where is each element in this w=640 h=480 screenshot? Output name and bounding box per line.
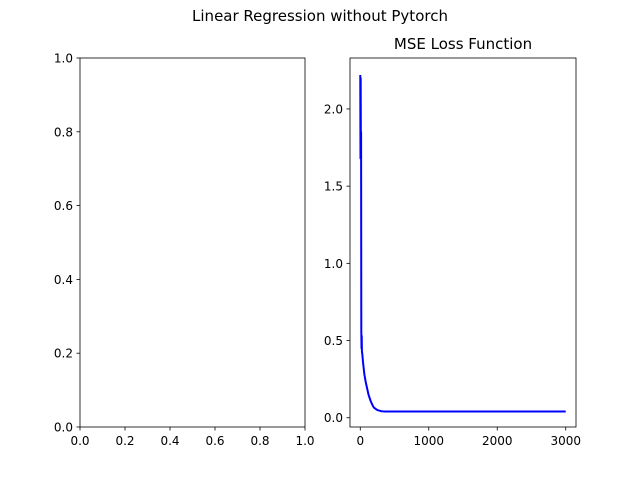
x-tick-label: 0.0 [70, 434, 89, 448]
x-tick-label: 1.0 [295, 434, 314, 448]
y-tick-label: 1.0 [324, 257, 343, 271]
y-tick-label: 1.0 [54, 52, 73, 66]
y-tick-label: 0.0 [324, 411, 343, 425]
left-axes: 0.0 0.2 0.4 0.6 0.8 1.0 0.0 0.2 0.4 0.6 0.8 1.0 [54, 52, 315, 449]
y-tick-label: 0.6 [54, 199, 73, 213]
y-tick-label: 0.8 [54, 125, 73, 139]
x-tick-label: 0 [356, 434, 364, 448]
loss-axes: 0 1000 2000 3000 0.0 0.5 1.0 1.5 2.0 MSE Loss Fun… [324, 35, 581, 448]
axes-title: MSE Loss Function [394, 35, 532, 53]
y-tick-label: 1.5 [324, 180, 343, 194]
x-tick-label: 2000 [482, 434, 513, 448]
y-tick-label: 0.2 [54, 347, 73, 361]
figure-title: Linear Regression without Pytorch [192, 7, 448, 25]
x-tick-label: 0.8 [250, 434, 269, 448]
loss-curve-series-0 [359, 74, 566, 413]
y-tick-label: 0.5 [324, 334, 343, 348]
x-tick-label: 1000 [413, 434, 444, 448]
x-tick-label: 0.2 [115, 434, 134, 448]
y-tick-label: 0.0 [54, 421, 73, 435]
axes-frame [349, 57, 577, 428]
y-tick-label: 0.4 [54, 273, 73, 287]
y-tick-label: 2.0 [324, 102, 343, 116]
axes-frame [79, 57, 306, 428]
x-tick-label: 0.4 [160, 434, 179, 448]
x-tick-label: 3000 [550, 434, 581, 448]
x-tick-label: 0.6 [205, 434, 224, 448]
